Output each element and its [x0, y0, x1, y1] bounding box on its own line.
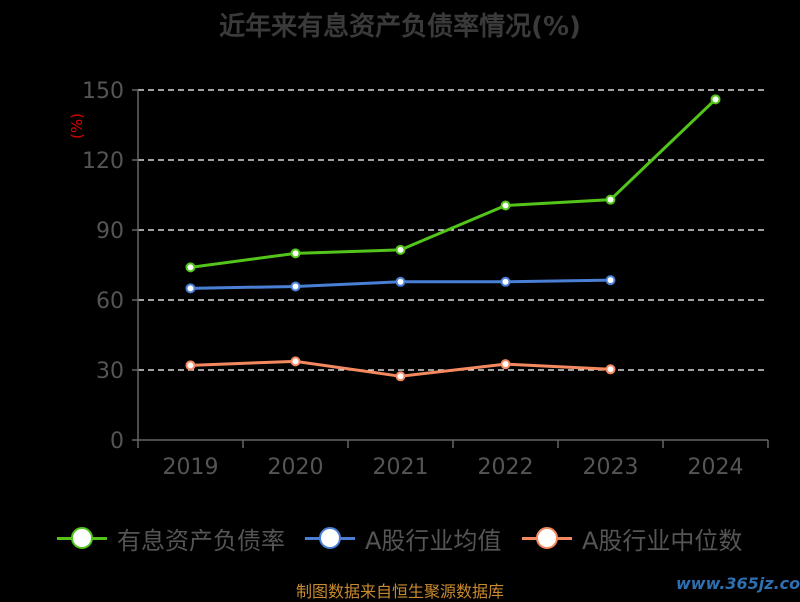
data-point: [290, 248, 301, 259]
y-axis-unit-label: (%): [68, 113, 86, 139]
x-tick-label: 2024: [688, 455, 744, 480]
y-tick-label: 60: [96, 289, 124, 314]
legend-item-interest-bearing-debt-ratio[interactable]: 有息资产负债率: [57, 520, 285, 556]
legend-label: A股行业均值: [365, 526, 502, 555]
x-tick-label: 2023: [583, 455, 639, 480]
legend-label: A股行业中位数: [582, 526, 743, 555]
data-point: [290, 356, 301, 367]
legend: 有息资产负债率 A股行业均值 A股行业中位数: [0, 520, 800, 556]
y-tick-label: 0: [110, 429, 124, 454]
data-source-note: 制图数据来自恒生聚源数据库: [295, 582, 504, 601]
legend-swatch-green: [57, 523, 107, 553]
y-tick-label: 120: [82, 149, 124, 174]
data-point: [500, 276, 511, 287]
data-point: [710, 94, 721, 105]
y-tick-label: 30: [96, 359, 124, 384]
legend-item-industry-median[interactable]: A股行业中位数: [522, 520, 742, 556]
y-tick-label: 150: [82, 79, 124, 104]
x-tick-label: 2021: [373, 455, 429, 480]
data-point: [395, 371, 406, 382]
x-tick-label: 2019: [163, 455, 219, 480]
series-line: [190, 98, 717, 269]
legend-item-industry-average[interactable]: A股行业均值: [305, 520, 501, 556]
data-point: [605, 275, 616, 286]
y-tick-label: 90: [96, 219, 124, 244]
data-point: [290, 281, 301, 292]
line-chart: 0 30 60 90 120 150 2019 2020 2021 2022 2023 2024 (%): [68, 79, 769, 480]
data-point: [500, 359, 511, 370]
watermark: www.365jz.com: [676, 574, 800, 593]
legend-swatch-blue: [305, 523, 355, 553]
legend-label: 有息资产负债率: [117, 526, 285, 555]
data-point: [185, 283, 196, 294]
data-point: [185, 262, 196, 273]
data-point: [605, 364, 616, 375]
legend-swatch-orange: [522, 523, 572, 553]
data-point: [500, 200, 511, 211]
data-point: [395, 276, 406, 287]
data-point: [395, 244, 406, 255]
x-tick-label: 2022: [478, 455, 534, 480]
chart-title: 近年来有息资产负债率情况(%): [219, 12, 581, 42]
data-point: [605, 194, 616, 205]
x-tick-label: 2020: [268, 455, 324, 480]
data-point: [185, 360, 196, 371]
